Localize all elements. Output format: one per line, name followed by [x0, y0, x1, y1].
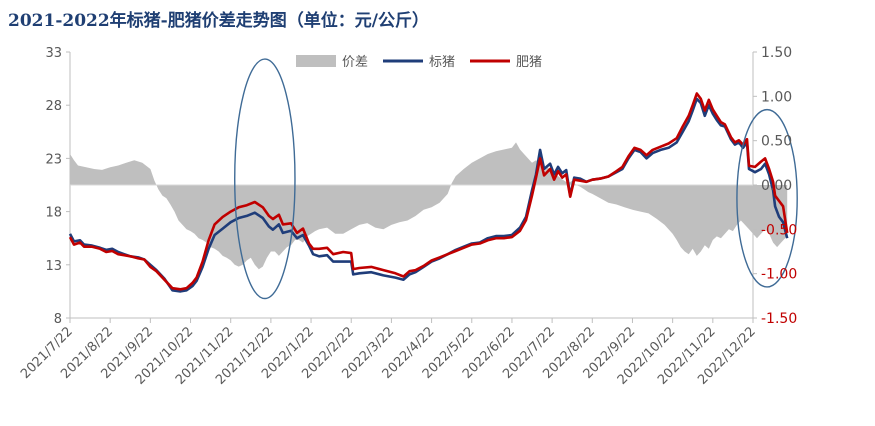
price-lines-layer: [68, 92, 789, 293]
legend-label-fat: 肥猪: [516, 55, 542, 70]
y-right-tick-label: 0.50: [761, 134, 792, 150]
annotation-layer: [234, 58, 798, 300]
y-left-tick-labels: 33 28 23 18 13 8: [45, 46, 62, 327]
y-left-tick-label: 28: [45, 99, 62, 114]
y-right-tick-label: -0.50: [761, 222, 797, 238]
y-left-tick-label: 18: [45, 206, 62, 221]
annotation-ellipse-2: [736, 108, 798, 288]
y-left-tick-label: 13: [45, 259, 62, 274]
y-left-tick-label: 23: [45, 152, 62, 167]
axes-layer: [66, 51, 757, 323]
legend-swatch-diff: [296, 55, 336, 67]
y-left-tick-label: 33: [45, 46, 62, 61]
y-right-tick-label: -1.50: [761, 311, 797, 327]
annotation-ellipse-1: [234, 58, 296, 300]
legend-label-diff: 价差: [342, 55, 368, 70]
y-right-tick-label: 0.00: [761, 178, 792, 194]
y-right-tick-label: 1.00: [761, 89, 792, 105]
legend-label-standard: 标猪: [429, 55, 455, 70]
chart-title: 2021-2022年标猪-肥猪价差走势图（单位：元/公斤）: [8, 11, 429, 31]
series-line-fat-pig: [68, 92, 789, 291]
spread-area: [70, 142, 788, 270]
y-right-tick-label: 1.50: [761, 45, 792, 61]
y-right-tick-label: -1.00: [761, 267, 797, 283]
x-tick-labels: 2021/7/222021/8/222021/9/222021/10/22202…: [18, 324, 759, 388]
legend: 价差 标猪 肥猪: [296, 55, 542, 70]
spread-area-layer: [70, 142, 788, 270]
y-right-tick-labels: 1.50 1.00 0.50 0.00 -0.50 -1.00 -1.50: [761, 45, 797, 327]
y-left-tick-label: 8: [54, 312, 62, 327]
